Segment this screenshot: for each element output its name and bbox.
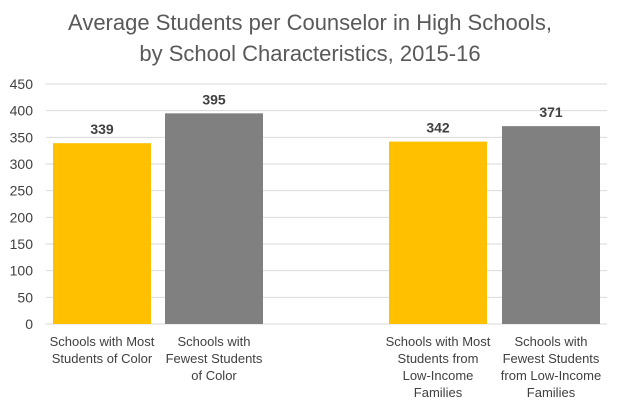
category-label-2-line-1: Schools with [178, 334, 251, 349]
y-tick-label-200: 200 [10, 209, 34, 225]
data-label-1: 339 [90, 121, 114, 137]
bar-3 [389, 141, 487, 324]
category-label-1-line-2: Students of Color [52, 351, 153, 366]
category-label-2-line-2: Fewest Students [166, 351, 263, 366]
y-tick-label-250: 250 [10, 183, 34, 199]
chart-title: Average Students per Counselor in High S… [68, 10, 552, 66]
y-tick-label-300: 300 [10, 156, 34, 172]
category-label-4-line-4: Families [527, 385, 576, 400]
y-tick-label-350: 350 [10, 129, 34, 145]
category-label-3-line-2: Students from [398, 351, 479, 366]
data-label-2: 395 [202, 91, 226, 107]
category-label-1-line-1: Schools with Most [50, 334, 155, 349]
y-tick-label-450: 450 [10, 76, 34, 92]
category-label-4-line-3: from Low-Income [501, 368, 601, 383]
category-label-3: Schools with Most Students from Low-Income… [386, 334, 491, 400]
y-tick-label-0: 0 [25, 316, 33, 332]
y-tick-label-50: 50 [17, 289, 33, 305]
y-axis-tick-labels: 0 50 100 150 200 250 300 350 400 450 [10, 76, 34, 332]
category-label-4-line-1: Schools with [515, 334, 588, 349]
category-label-1: Schools with Most Students of Color [50, 334, 155, 366]
category-label-4-line-2: Fewest Students [503, 351, 600, 366]
y-tick-label-150: 150 [10, 236, 34, 252]
chart-title-line-2: by School Characteristics, 2015-16 [139, 41, 480, 66]
bar-2 [165, 113, 263, 324]
category-label-3-line-4: Families [414, 385, 463, 400]
data-label-4: 371 [539, 104, 563, 120]
bars [53, 113, 600, 324]
category-label-4: Schools with Fewest Students from Low-Inco… [501, 334, 601, 400]
chart-title-line-1: Average Students per Counselor in High S… [68, 10, 552, 35]
y-tick-label-400: 400 [10, 103, 34, 119]
category-label-3-line-1: Schools with Most [386, 334, 491, 349]
category-label-2-line-3: of Color [191, 368, 237, 383]
y-tick-label-100: 100 [10, 263, 34, 279]
bar-1 [53, 143, 151, 324]
category-label-3-line-3: Low-Income [403, 368, 474, 383]
data-label-3: 342 [426, 120, 450, 136]
category-labels: Schools with Most Students of ColorSchool… [50, 334, 602, 400]
data-labels: 339 395 342 371 [90, 91, 563, 137]
bar-4 [502, 126, 600, 324]
category-label-2: Schools with Fewest Students of Color [166, 334, 263, 383]
